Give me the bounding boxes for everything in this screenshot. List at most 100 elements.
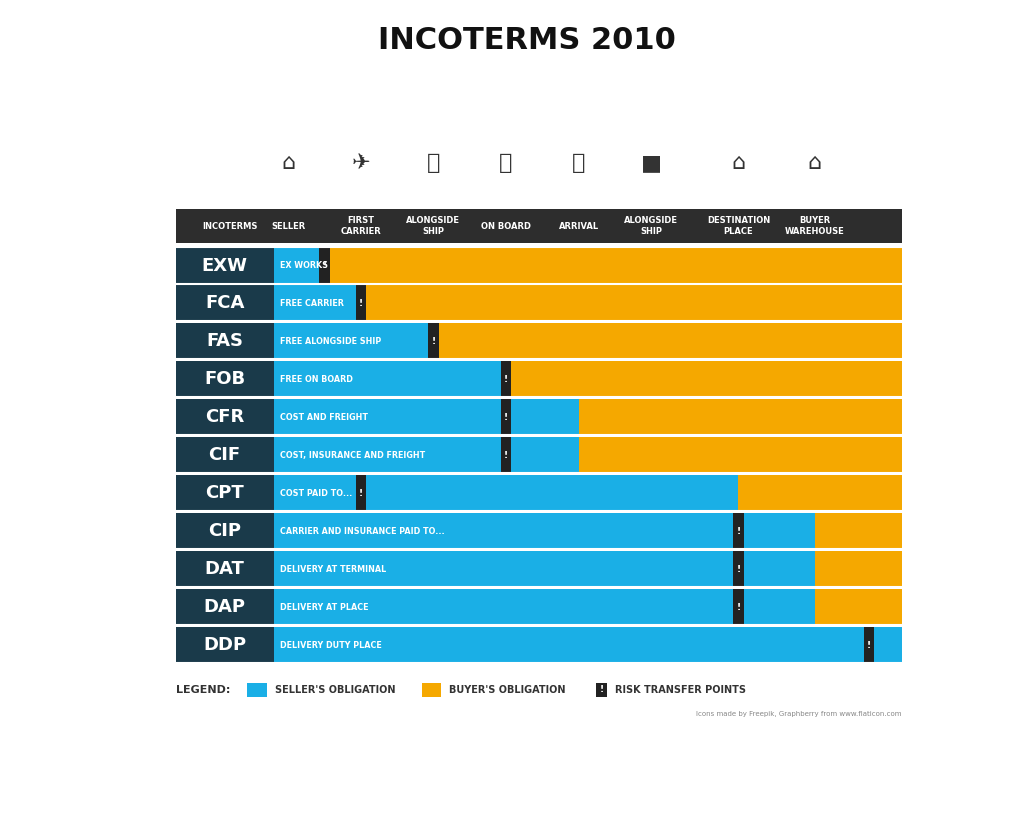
Bar bbox=[176, 400, 579, 435]
Bar bbox=[176, 209, 902, 243]
Text: ■: ■ bbox=[641, 154, 662, 173]
Text: SELLER: SELLER bbox=[271, 221, 305, 230]
Text: ON BOARD: ON BOARD bbox=[481, 221, 531, 230]
Text: !: ! bbox=[736, 602, 740, 611]
Text: ✈: ✈ bbox=[351, 154, 370, 173]
Bar bbox=[176, 551, 273, 587]
Bar bbox=[176, 323, 273, 360]
Text: COST AND FREIGHT: COST AND FREIGHT bbox=[280, 413, 368, 422]
Text: EXW: EXW bbox=[202, 256, 248, 274]
Text: FREE ALONGSIDE SHIP: FREE ALONGSIDE SHIP bbox=[280, 337, 381, 346]
Bar bbox=[176, 437, 902, 473]
Text: ⌂: ⌂ bbox=[282, 154, 295, 173]
Text: ARRIVAL: ARRIVAL bbox=[558, 221, 599, 230]
Text: FREE ON BOARD: FREE ON BOARD bbox=[280, 375, 353, 384]
Bar bbox=[176, 400, 273, 435]
Text: DESTINATION
PLACE: DESTINATION PLACE bbox=[707, 217, 770, 236]
Text: !: ! bbox=[358, 299, 362, 308]
Text: INCOTERMS: INCOTERMS bbox=[203, 221, 258, 230]
Bar bbox=[176, 400, 902, 435]
Bar bbox=[176, 437, 579, 473]
Text: CARRIER AND INSURANCE PAID TO...: CARRIER AND INSURANCE PAID TO... bbox=[280, 527, 444, 536]
Bar bbox=[864, 627, 874, 663]
Text: ⬛: ⬛ bbox=[427, 154, 440, 173]
Text: DAP: DAP bbox=[204, 598, 246, 616]
Bar bbox=[501, 361, 511, 397]
Text: CIP: CIP bbox=[208, 522, 241, 540]
Bar bbox=[176, 475, 738, 511]
Text: !: ! bbox=[431, 337, 435, 346]
Bar bbox=[319, 247, 330, 283]
Bar bbox=[733, 551, 743, 587]
Bar bbox=[428, 323, 438, 360]
Text: ⛴: ⛴ bbox=[500, 154, 513, 173]
Text: ⬛: ⬛ bbox=[572, 154, 586, 173]
Bar bbox=[176, 589, 902, 625]
Bar bbox=[247, 683, 267, 697]
Text: CPT: CPT bbox=[205, 484, 244, 502]
Bar bbox=[176, 513, 902, 549]
Bar bbox=[176, 589, 273, 625]
Bar bbox=[176, 286, 902, 322]
Bar bbox=[176, 361, 902, 397]
Text: !: ! bbox=[323, 261, 327, 270]
Bar bbox=[176, 437, 273, 473]
Bar bbox=[176, 323, 433, 360]
Text: !: ! bbox=[504, 451, 508, 460]
Bar bbox=[733, 589, 743, 625]
Bar bbox=[176, 551, 902, 587]
Bar bbox=[501, 400, 511, 435]
Bar bbox=[176, 551, 815, 587]
Bar bbox=[176, 286, 273, 322]
Bar bbox=[355, 475, 366, 511]
Bar bbox=[176, 247, 273, 283]
Text: !: ! bbox=[504, 375, 508, 384]
Text: COST PAID TO...: COST PAID TO... bbox=[280, 488, 352, 497]
Text: FOB: FOB bbox=[204, 370, 245, 388]
Text: DELIVERY AT TERMINAL: DELIVERY AT TERMINAL bbox=[280, 565, 386, 574]
Bar bbox=[501, 437, 511, 473]
Text: DELIVERY DUTY PLACE: DELIVERY DUTY PLACE bbox=[280, 641, 382, 650]
Text: ⌂: ⌂ bbox=[808, 154, 821, 173]
Text: ALONGSIDE
SHIP: ALONGSIDE SHIP bbox=[407, 217, 461, 236]
Text: BUYER
WAREHOUSE: BUYER WAREHOUSE bbox=[784, 217, 845, 236]
Text: !: ! bbox=[504, 413, 508, 422]
Bar bbox=[176, 513, 815, 549]
Bar bbox=[176, 627, 902, 663]
Bar bbox=[355, 286, 366, 322]
Bar bbox=[176, 247, 325, 283]
Bar bbox=[176, 589, 815, 625]
Text: DDP: DDP bbox=[203, 636, 246, 654]
Text: FAS: FAS bbox=[206, 332, 243, 350]
Text: !: ! bbox=[600, 685, 604, 694]
Bar bbox=[176, 247, 902, 283]
Bar bbox=[176, 627, 273, 663]
Bar bbox=[176, 475, 273, 511]
Text: CIF: CIF bbox=[209, 446, 241, 464]
Bar bbox=[176, 475, 902, 511]
Text: !: ! bbox=[358, 488, 362, 497]
Text: ⌂: ⌂ bbox=[731, 154, 745, 173]
Text: FIRST
CARRIER: FIRST CARRIER bbox=[340, 217, 381, 236]
Text: INCOTERMS 2010: INCOTERMS 2010 bbox=[379, 26, 676, 55]
Text: SELLER'S OBLIGATION: SELLER'S OBLIGATION bbox=[274, 685, 395, 695]
Text: RISK TRANSFER POINTS: RISK TRANSFER POINTS bbox=[615, 685, 746, 695]
Text: EX WORKS: EX WORKS bbox=[280, 261, 328, 270]
Bar bbox=[422, 683, 441, 697]
Bar bbox=[733, 513, 743, 549]
Text: ALONGSIDE
SHIP: ALONGSIDE SHIP bbox=[625, 217, 678, 236]
Text: !: ! bbox=[867, 641, 871, 650]
Text: !: ! bbox=[736, 565, 740, 574]
Text: COST, INSURANCE AND FREIGHT: COST, INSURANCE AND FREIGHT bbox=[280, 451, 425, 460]
Text: !: ! bbox=[736, 527, 740, 536]
Text: DELIVERY AT PLACE: DELIVERY AT PLACE bbox=[280, 602, 369, 611]
Bar bbox=[176, 513, 273, 549]
Text: BUYER'S OBLIGATION: BUYER'S OBLIGATION bbox=[450, 685, 566, 695]
Bar bbox=[176, 323, 902, 360]
Bar bbox=[176, 627, 902, 663]
Text: CFR: CFR bbox=[205, 409, 245, 427]
Bar bbox=[176, 361, 506, 397]
Text: DAT: DAT bbox=[205, 560, 245, 578]
Text: FREE CARRIER: FREE CARRIER bbox=[280, 299, 344, 308]
Bar bbox=[596, 683, 607, 697]
